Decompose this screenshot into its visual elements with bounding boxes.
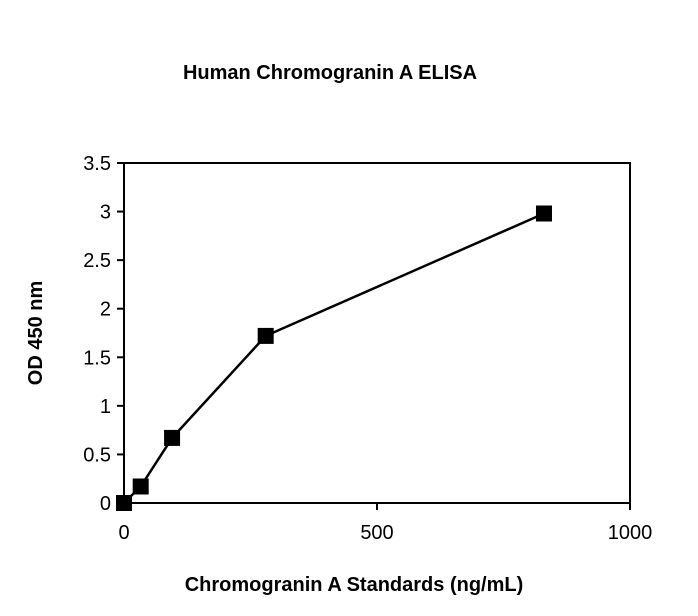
data-point [132, 478, 149, 495]
y-tick-label: 0 [100, 493, 111, 515]
y-tick-label: 1 [100, 396, 111, 418]
data-point [257, 327, 274, 344]
data-markers [116, 205, 552, 511]
x-tick-label: 1000 [608, 522, 653, 544]
y-tick-label: 1.5 [83, 347, 111, 369]
y-tick-label: 0.5 [83, 444, 111, 466]
y-axis-label: OD 450 nm [25, 281, 47, 385]
x-axis: 0 500 1000 [118, 503, 652, 544]
data-point [535, 205, 552, 222]
data-point [164, 429, 181, 446]
x-axis-label: Chromogranin A Standards (ng/mL) [185, 574, 524, 596]
y-tick-label: 3 [100, 202, 111, 224]
data-point [116, 495, 132, 511]
y-tick-label: 2 [100, 299, 111, 321]
x-tick-label: 500 [360, 522, 393, 544]
y-axis: 0 0.5 1 1.5 2 2.5 3 3.5 [83, 153, 124, 515]
plot-area [123, 162, 631, 504]
series-line [123, 212, 545, 504]
y-tick-label: 2.5 [83, 250, 111, 272]
chart-title: Human Chromogranin A ELISA [183, 62, 477, 84]
x-tick-label: 0 [118, 522, 129, 544]
y-tick-label: 3.5 [83, 153, 111, 175]
